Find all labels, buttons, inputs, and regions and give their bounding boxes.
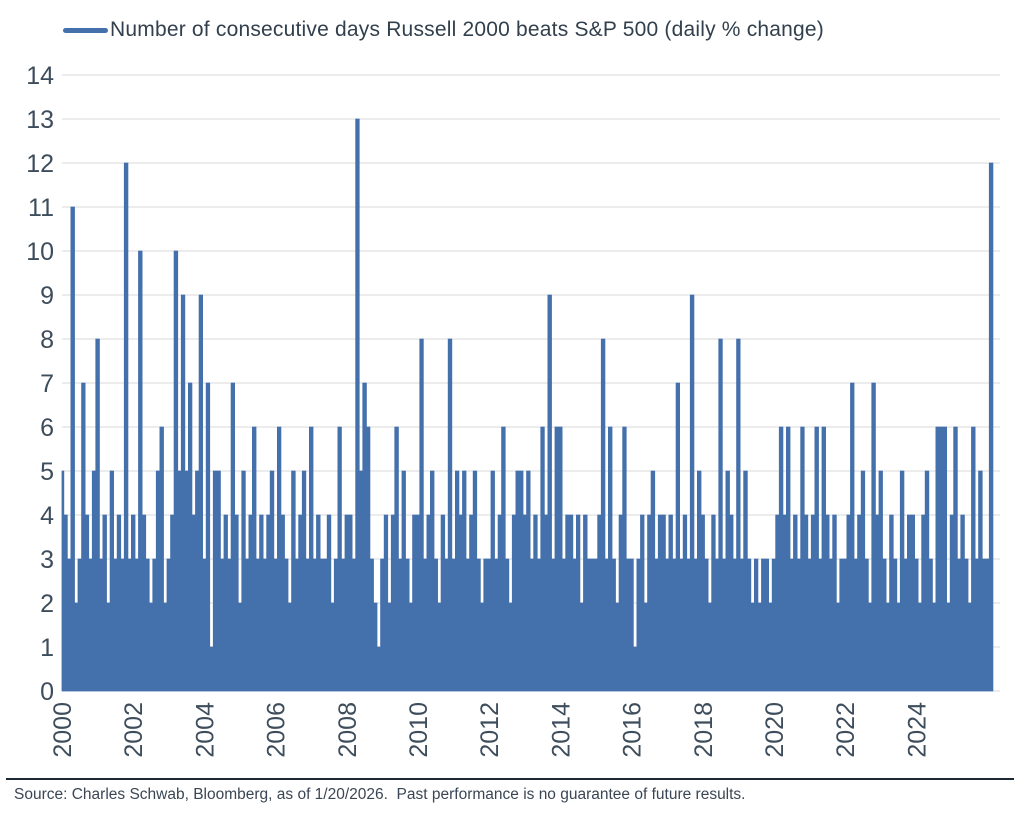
x-tick-label: 2024 [903,702,931,758]
y-tick-label: 8 [40,326,54,354]
y-tick-label: 10 [26,238,54,266]
y-tick-label: 5 [40,458,54,486]
legend-label: Number of consecutive days Russell 2000 … [110,18,825,41]
x-tick-label: 2006 [263,702,291,758]
y-tick-label: 1 [40,634,54,662]
footer-divider [6,778,1014,780]
series-area [61,118,994,692]
x-tick-label: 2016 [619,702,647,758]
x-tick-label: 2020 [761,702,789,758]
y-tick-label: 11 [28,194,54,222]
y-tick-label: 2 [40,590,54,618]
y-tick-label: 9 [40,282,54,310]
y-tick-label: 4 [40,502,54,530]
x-tick-label: 2018 [690,702,718,758]
x-tick-label: 2000 [49,702,77,758]
y-tick-label: 0 [40,678,54,706]
x-tick-label: 2008 [334,702,362,758]
x-tick-label: 2022 [832,702,860,758]
y-tick-label: 3 [40,546,54,574]
y-tick-label: 6 [40,414,54,442]
x-tick-label: 2002 [120,702,148,758]
y-tick-label: 12 [26,150,54,178]
source-text: Source: Charles Schwab, Bloomberg, as of… [14,786,746,803]
legend-line-marker [63,27,108,33]
x-tick-label: 2014 [547,702,575,758]
x-tick-label: 2012 [476,702,504,758]
legend: Number of consecutive days Russell 2000 … [63,16,824,44]
y-tick-label: 14 [26,62,54,90]
x-tick-label: 2010 [405,702,433,758]
y-tick-label: 13 [26,106,54,134]
x-tick-label: 2004 [191,702,219,758]
y-tick-label: 7 [40,370,54,398]
